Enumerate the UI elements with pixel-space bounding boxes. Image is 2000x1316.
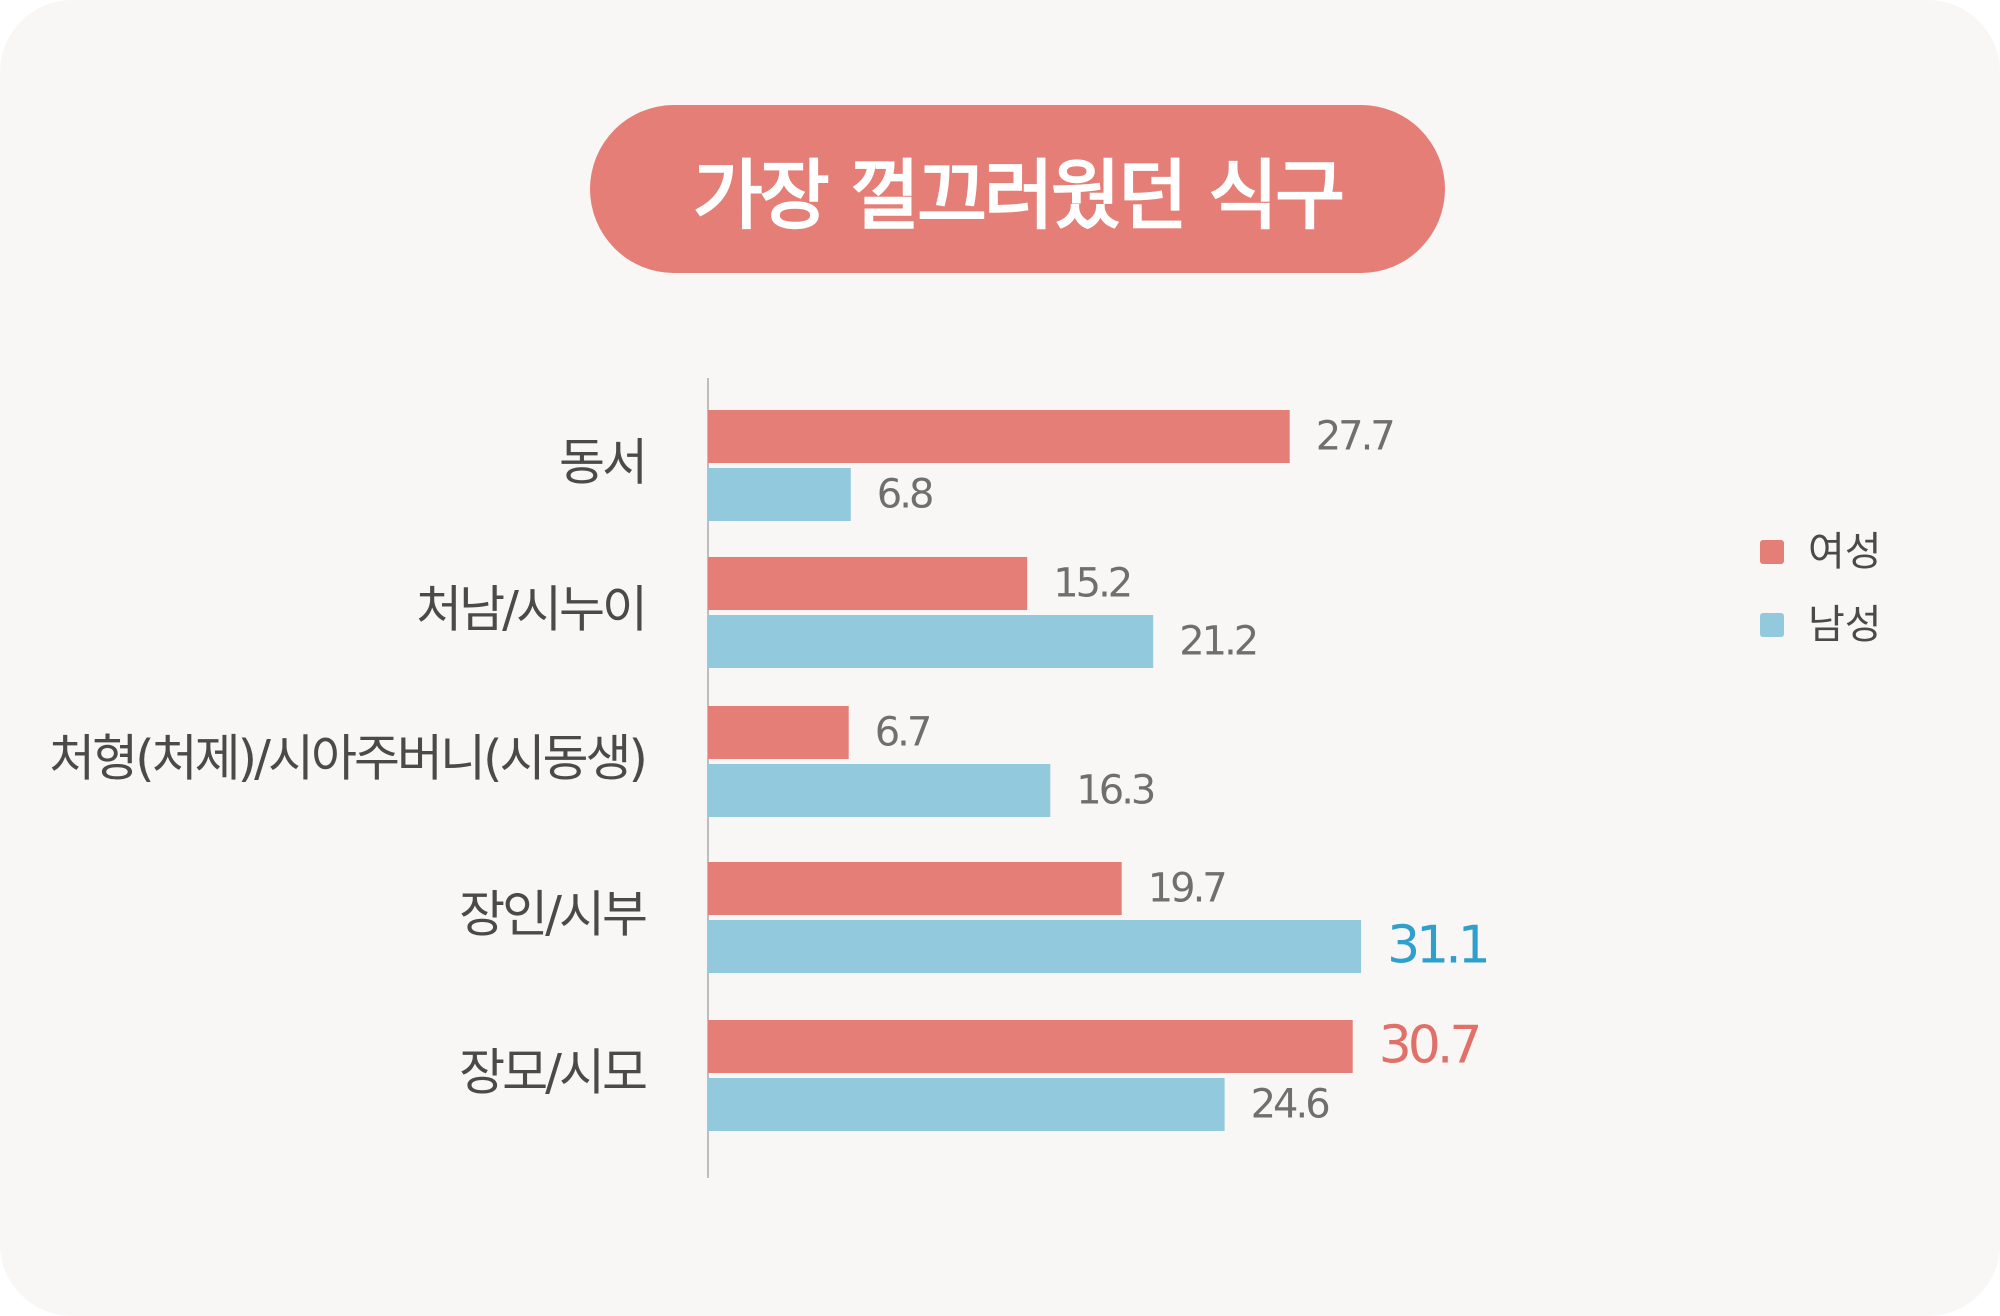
value-label-female: 6.7 — [875, 710, 930, 756]
legend-label-female: 여성 — [1808, 529, 1882, 575]
value-label-female: 27.7 — [1316, 414, 1394, 460]
bar-female — [708, 1020, 1353, 1073]
bar-female — [708, 410, 1290, 463]
bar-male — [708, 615, 1154, 668]
value-label-male: 24.6 — [1251, 1082, 1329, 1128]
bar-male — [708, 468, 851, 521]
value-label-male: 21.2 — [1179, 619, 1256, 665]
category-label: 처남/시누이 — [416, 581, 645, 639]
chart-title: 가장 껄끄러웠던 식구 — [692, 151, 1345, 240]
bar-female — [708, 862, 1122, 915]
value-label-male: 31.1 — [1387, 916, 1487, 976]
value-label-male: 6.8 — [877, 472, 932, 518]
value-label-female: 30.7 — [1379, 1016, 1479, 1076]
legend-swatch-male — [1760, 613, 1784, 637]
legend-label-male: 남성 — [1808, 602, 1882, 648]
value-label-female: 15.2 — [1053, 561, 1130, 607]
category-label: 장인/시부 — [459, 886, 646, 944]
bar-male — [708, 920, 1362, 973]
bar-male — [708, 764, 1051, 817]
bar-male — [708, 1078, 1225, 1131]
value-label-female: 19.7 — [1148, 866, 1226, 912]
value-label-male: 16.3 — [1076, 768, 1154, 814]
category-label: 장모/시모 — [459, 1044, 646, 1102]
title-pill: 가장 껄끄러웠던 식구 — [590, 105, 1445, 273]
category-label: 처형(처제)/시아주버니(시동생) — [49, 730, 645, 788]
category-label: 동서 — [559, 434, 645, 492]
bar-female — [708, 706, 849, 759]
bar-female — [708, 557, 1028, 610]
legend-swatch-female — [1760, 540, 1784, 564]
